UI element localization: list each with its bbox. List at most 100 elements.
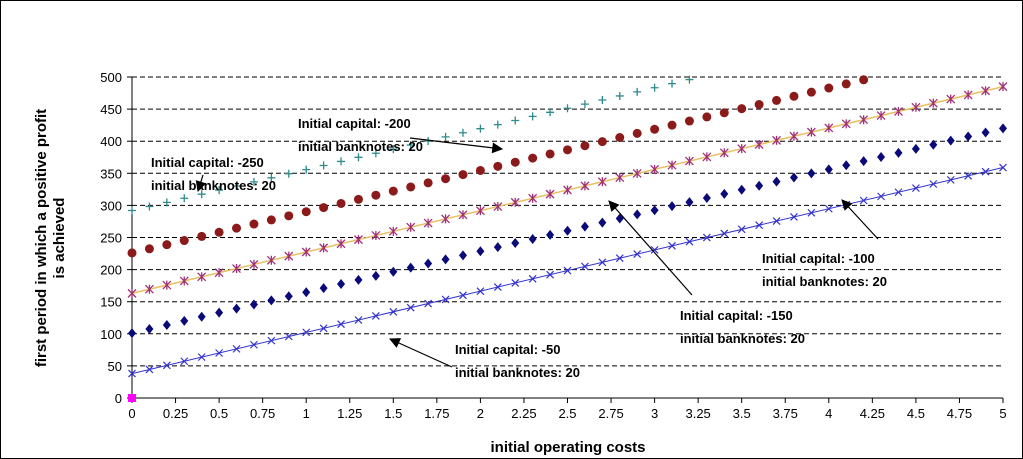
point-star-16 (406, 222, 416, 232)
point-star-40 (824, 123, 834, 133)
point-x-1 (145, 365, 154, 374)
point-x-26 (580, 262, 589, 271)
point-diamond-0 (128, 328, 136, 339)
point-diamond-31 (668, 201, 677, 212)
point-star-44 (894, 106, 903, 116)
point-x-46 (929, 180, 938, 188)
point-x-28 (615, 254, 624, 263)
point-star-34 (719, 148, 729, 158)
point-x-19 (459, 291, 467, 300)
point-plus-15 (389, 145, 398, 154)
point-x-15 (389, 307, 398, 316)
point-diamond-50 (999, 123, 1007, 134)
point-star-3 (179, 276, 189, 286)
point-star-39 (806, 127, 816, 137)
point-diamond-43 (877, 152, 886, 163)
point-plus-0 (128, 206, 136, 215)
point-plus-5 (215, 186, 224, 195)
x-tick-label-1.75: 1.75 (424, 406, 449, 421)
point-plus-31 (668, 79, 677, 88)
point-circle-3 (179, 236, 189, 246)
point-x-0 (128, 369, 136, 378)
point-diamond-16 (406, 262, 415, 273)
point-circle-11 (319, 203, 329, 213)
point-circle-7 (249, 219, 259, 229)
point-circle-30 (650, 124, 660, 134)
point-circle-24 (545, 149, 555, 159)
point-star-7 (249, 259, 259, 269)
point-diamond-17 (424, 258, 433, 269)
y-tick-label-400: 400 (100, 134, 122, 149)
point-plus-24 (546, 108, 555, 117)
point-diamond-25 (563, 225, 572, 236)
point-diamond-4 (197, 311, 206, 322)
point-star-2 (162, 280, 172, 290)
point-x-45 (911, 184, 920, 193)
point-circle-38 (789, 91, 799, 101)
x-tick-label-1.25: 1.25 (337, 406, 362, 421)
point-circle-8 (266, 215, 276, 225)
point-diamond-47 (946, 135, 955, 146)
point-diamond-35 (737, 184, 746, 195)
point-x-2 (162, 361, 171, 370)
annotation-line2: initial banknotes: 20 (680, 331, 805, 346)
point-plus-1 (145, 202, 154, 211)
point-star-31 (667, 160, 677, 170)
point-star-8 (266, 255, 276, 265)
point-star-18 (441, 214, 451, 224)
point-star-43 (876, 111, 886, 121)
annotation-line2: initial banknotes: 20 (151, 178, 276, 193)
point-x-37 (772, 217, 781, 226)
point-star-30 (650, 164, 660, 174)
point-circle-31 (667, 120, 677, 130)
point-x-13 (354, 316, 363, 324)
point-circle-0 (127, 248, 137, 258)
point-star-49 (981, 86, 991, 96)
annotation-3: Initial capital: -150 initial banknotes: … (608, 200, 805, 346)
point-x-11 (319, 324, 328, 333)
point-plus-27 (598, 96, 607, 105)
point-star-12 (336, 239, 346, 249)
point-plus-14 (371, 149, 380, 158)
y-tick-label-0: 0 (115, 391, 122, 406)
point-circle-25 (563, 145, 572, 155)
point-star-48 (963, 90, 973, 100)
x-tick-label-4: 4 (825, 406, 832, 421)
point-diamond-28 (615, 213, 624, 224)
point-x-10 (302, 328, 311, 337)
point-diamond-34 (720, 188, 729, 199)
y-tick-label-300: 300 (100, 198, 122, 213)
point-plus-12 (337, 157, 346, 166)
point-x-36 (755, 221, 764, 230)
point-x-16 (406, 303, 415, 312)
point-circle-4 (197, 231, 207, 241)
point-diamond-38 (789, 172, 798, 183)
point-x-5 (215, 349, 224, 357)
point-star-4 (197, 272, 207, 282)
y-tick-label-350: 350 (100, 166, 122, 181)
point-star-45 (911, 102, 921, 112)
point-circle-2 (162, 240, 172, 250)
point-diamond-2 (162, 319, 171, 330)
point-plus-10 (302, 165, 311, 174)
x-axis-ticks: 0 0.25 0.5 0.75 1 1.25 1.5 1.75 2 2.25 2.5 2.75 3 3.2… (128, 398, 1007, 421)
point-plus-21 (493, 120, 502, 129)
annotation-line2: initial banknotes: 20 (455, 365, 580, 380)
point-x-29 (633, 250, 642, 259)
x-tick-label-3.5: 3.5 (733, 406, 751, 421)
point-diamond-5 (215, 307, 224, 318)
point-diamond-24 (546, 229, 555, 240)
point-star-9 (284, 251, 294, 261)
annotation-2: Initial capital: -100 initial banknotes: … (762, 199, 887, 289)
point-x-4 (197, 353, 206, 362)
point-x-27 (598, 258, 607, 267)
point-star-5 (214, 268, 224, 278)
point-plus-7 (249, 177, 258, 186)
point-circle-33 (702, 112, 712, 122)
point-star-46 (928, 98, 938, 108)
point-x-6 (232, 344, 241, 353)
point-diamond-20 (476, 246, 485, 257)
series-plus (128, 75, 694, 215)
point-x-50 (999, 163, 1007, 172)
point-diamond-8 (267, 295, 276, 306)
